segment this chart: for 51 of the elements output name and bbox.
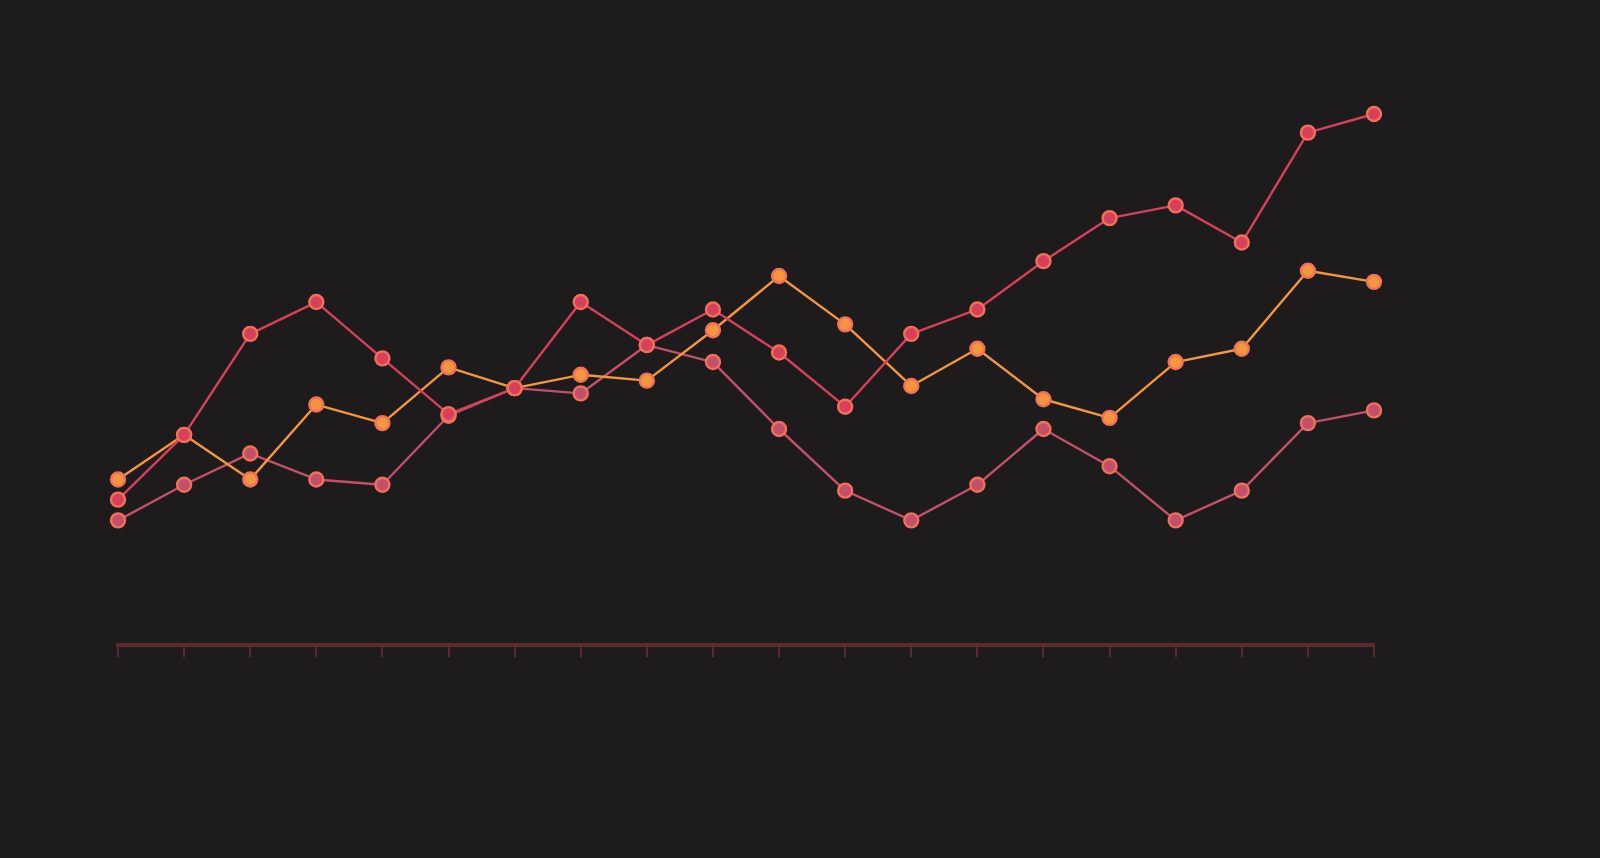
point	[175, 476, 193, 493]
point	[242, 445, 259, 462]
point	[1167, 512, 1184, 529]
point	[1299, 414, 1317, 432]
point	[836, 398, 854, 415]
point	[1299, 124, 1317, 141]
point	[1167, 197, 1184, 214]
point	[572, 385, 589, 402]
point	[969, 340, 986, 357]
point	[969, 476, 986, 493]
point	[242, 325, 259, 343]
point	[1035, 420, 1052, 438]
point	[374, 476, 391, 493]
point	[704, 301, 722, 318]
point	[308, 471, 325, 488]
point	[704, 322, 722, 339]
point	[109, 512, 127, 529]
point	[1101, 209, 1118, 227]
point	[704, 353, 722, 371]
point	[1365, 273, 1383, 291]
point	[903, 325, 920, 343]
point	[770, 267, 788, 285]
point	[109, 471, 127, 488]
point	[308, 396, 325, 413]
point	[1101, 409, 1118, 427]
point	[638, 372, 656, 389]
point	[969, 301, 986, 318]
point	[1101, 457, 1118, 475]
point	[1035, 252, 1052, 270]
point	[1365, 105, 1383, 123]
point	[1035, 391, 1052, 408]
point	[440, 359, 457, 376]
point	[1233, 234, 1250, 251]
point	[836, 482, 854, 499]
point	[1167, 353, 1184, 371]
point	[770, 344, 788, 361]
point	[903, 377, 920, 395]
point	[903, 512, 920, 529]
point	[374, 350, 391, 367]
point	[836, 316, 854, 333]
point	[1233, 482, 1250, 499]
point	[572, 293, 589, 311]
point	[1365, 402, 1383, 419]
point	[308, 293, 325, 311]
point	[374, 414, 391, 432]
point	[572, 366, 589, 384]
point	[242, 471, 259, 488]
point	[1233, 340, 1250, 357]
point	[109, 491, 127, 508]
point	[770, 420, 788, 438]
point	[1299, 262, 1317, 279]
